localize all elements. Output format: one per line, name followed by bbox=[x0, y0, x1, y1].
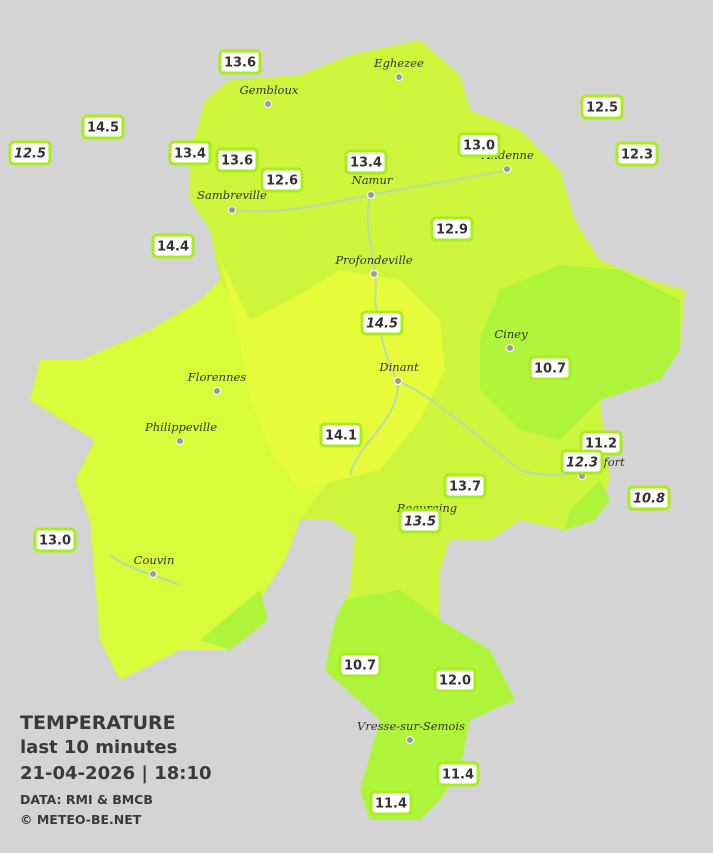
station-box bbox=[560, 449, 604, 475]
station-box bbox=[260, 167, 304, 193]
station-box bbox=[580, 94, 624, 120]
city-dot bbox=[406, 736, 414, 744]
station-value: 13.7 bbox=[449, 480, 481, 495]
station-value: 13.4 bbox=[350, 156, 382, 171]
city-dot bbox=[506, 344, 514, 352]
station-value: 12.0 bbox=[439, 674, 471, 689]
legend-text: DATA: RMI & BMCB bbox=[20, 792, 153, 807]
station-value: 11.4 bbox=[442, 768, 474, 783]
station-box bbox=[615, 141, 659, 167]
station-box bbox=[151, 233, 195, 259]
city-dot bbox=[395, 73, 403, 81]
station-box bbox=[627, 485, 671, 511]
station-box bbox=[360, 310, 404, 336]
station-value: 12.9 bbox=[436, 223, 468, 238]
city-label: Dinant bbox=[378, 360, 419, 374]
station-value: 13.6 bbox=[221, 154, 253, 169]
station-value: 14.4 bbox=[157, 240, 189, 255]
station-box bbox=[433, 667, 477, 693]
city-label: Couvin bbox=[134, 553, 175, 567]
city-label: Vresse-sur-Semois bbox=[357, 719, 465, 733]
zone-cool-south bbox=[325, 590, 515, 820]
legend-text: © METEO-BE.NET bbox=[20, 812, 142, 827]
station-box bbox=[168, 140, 212, 166]
zone-cool bbox=[480, 265, 680, 440]
legend-text: TEMPERATURE bbox=[20, 712, 176, 734]
city-label: Namur bbox=[351, 173, 394, 187]
station-box bbox=[344, 149, 388, 175]
city-label: Profondeville bbox=[334, 253, 412, 267]
city-dot bbox=[228, 206, 236, 214]
station-box bbox=[369, 790, 413, 816]
station-value: 11.2 bbox=[585, 437, 617, 452]
station-box bbox=[436, 761, 480, 787]
city-label: Gembloux bbox=[240, 83, 299, 97]
station-value: 10.7 bbox=[344, 659, 376, 674]
city-label: Philippeville bbox=[144, 420, 217, 434]
city-dot bbox=[149, 570, 157, 578]
station-value: 14.5 bbox=[87, 121, 119, 136]
station-box bbox=[215, 147, 259, 173]
city-label: Eghezee bbox=[373, 56, 424, 70]
station-value: 12.5 bbox=[586, 101, 618, 116]
city-dot bbox=[367, 191, 375, 199]
station-value: 14.1 bbox=[325, 429, 357, 444]
city-dot bbox=[213, 387, 221, 395]
city-dot bbox=[503, 165, 511, 173]
station-value: 12.6 bbox=[266, 174, 298, 189]
station-value: 10.7 bbox=[534, 362, 566, 377]
city-dot bbox=[264, 100, 272, 108]
legend-text: last 10 minutes bbox=[20, 737, 177, 758]
station-value: 13.5 bbox=[404, 515, 436, 530]
station-value: 14.5 bbox=[366, 317, 398, 332]
city-dot bbox=[176, 437, 184, 445]
city-label: Ciney bbox=[494, 327, 528, 341]
station-box bbox=[218, 49, 262, 75]
station-value: 12.3 bbox=[566, 456, 598, 471]
station-box bbox=[8, 140, 52, 166]
station-box bbox=[81, 114, 125, 140]
station-value: 12.5 bbox=[14, 147, 46, 162]
station-box bbox=[457, 132, 501, 158]
station-value: 13.4 bbox=[174, 147, 206, 162]
station-value: 13.0 bbox=[39, 534, 71, 549]
station-value: 13.0 bbox=[463, 139, 495, 154]
legend-text: 21-04-2026 | 18:10 bbox=[20, 763, 212, 784]
station-value: 12.3 bbox=[621, 148, 653, 163]
city-dot bbox=[370, 270, 378, 278]
station-box bbox=[338, 652, 382, 678]
city-dot bbox=[394, 377, 402, 385]
station-value: 13.6 bbox=[224, 56, 256, 71]
station-box bbox=[33, 527, 77, 553]
station-box bbox=[443, 473, 487, 499]
city-label: Florennes bbox=[187, 370, 247, 384]
station-box bbox=[398, 508, 442, 534]
zone-cool-sw bbox=[200, 590, 268, 650]
station-box bbox=[319, 422, 363, 448]
zone-cool-se bbox=[565, 480, 610, 530]
station-box bbox=[528, 355, 572, 381]
station-box bbox=[430, 216, 474, 242]
station-value: 10.8 bbox=[633, 492, 665, 507]
city-label: Sambreville bbox=[197, 188, 267, 202]
station-value: 11.4 bbox=[375, 797, 407, 812]
